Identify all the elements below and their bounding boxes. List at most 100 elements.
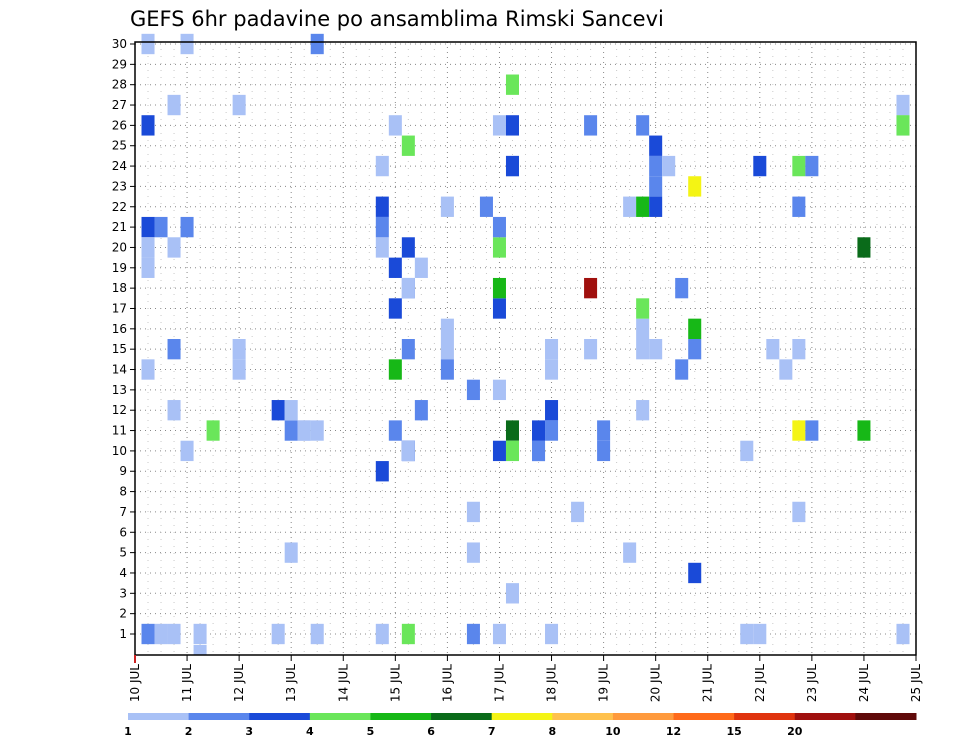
heatmap-cell — [375, 155, 389, 177]
y-tick-label: 13 — [112, 383, 127, 397]
heatmap-cell — [492, 623, 506, 645]
heatmap-cell — [649, 135, 663, 156]
y-tick-label: 16 — [112, 322, 127, 336]
heatmap-cell — [388, 420, 402, 441]
heatmap-cell — [271, 400, 285, 421]
heatmap-cell — [636, 196, 650, 217]
colorbar-label: 10 — [605, 725, 621, 738]
heatmap-cell — [167, 339, 181, 360]
heatmap-cell — [167, 94, 181, 116]
colorbar-swatch — [552, 713, 614, 720]
heatmap-cell — [375, 461, 389, 482]
heatmap-cell — [388, 115, 402, 136]
heatmap-cell — [688, 339, 702, 360]
heatmap-cell — [492, 216, 506, 238]
y-tick-label: 28 — [112, 78, 127, 92]
heatmap-cell — [401, 623, 415, 645]
heatmap-cell — [492, 115, 506, 136]
colorbar-label: 3 — [245, 725, 253, 738]
x-tick-label: 22 JUL — [753, 664, 767, 702]
heatmap-cell — [388, 257, 402, 278]
y-tick-label: 5 — [119, 546, 127, 560]
y-tick-label: 1 — [119, 627, 127, 641]
colorbar-swatch — [309, 713, 371, 720]
heatmap-cell — [310, 623, 324, 645]
heatmap-cell — [271, 623, 285, 645]
heatmap-cell — [401, 277, 415, 299]
heatmap-cell — [896, 115, 910, 136]
heatmap-cell — [193, 645, 207, 655]
y-tick-label: 23 — [112, 179, 127, 193]
heatmap-cell — [479, 196, 493, 217]
heatmap-cell — [896, 94, 910, 116]
heatmap-cell — [167, 400, 181, 421]
y-tick-label: 14 — [112, 363, 127, 377]
heatmap-cell — [545, 623, 559, 645]
heatmap-cell — [310, 33, 324, 55]
colorbar-label: 20 — [787, 725, 803, 738]
y-axis-ticks: 1234567891011121314151617181920212223242… — [112, 37, 135, 641]
heatmap-cell — [206, 420, 220, 441]
heatmap-cell — [896, 623, 910, 645]
heatmap-cell — [375, 216, 389, 238]
heatmap-cell — [414, 400, 428, 421]
heatmap-cell — [154, 623, 168, 645]
colorbar-swatch — [734, 713, 796, 720]
colorbar-swatch — [249, 713, 311, 720]
heatmap-cell — [505, 440, 519, 462]
heatmap-cell — [232, 359, 246, 380]
heatmap-cell — [180, 440, 194, 462]
heatmap-cell — [297, 420, 311, 441]
colorbar-swatch — [188, 713, 250, 720]
heatmap-cell — [141, 623, 155, 645]
heatmap-cell — [753, 623, 767, 645]
heatmap-cell — [414, 257, 428, 278]
heatmap-cell — [649, 155, 663, 177]
heatmap-cell — [167, 623, 181, 645]
heatmap-cell — [505, 583, 519, 604]
colorbar-swatch — [612, 713, 675, 720]
heatmap-cell — [141, 359, 155, 380]
x-tick-label: 21 JUL — [701, 664, 715, 702]
heatmap-cell — [792, 155, 806, 177]
heatmap-cell — [792, 196, 806, 217]
x-tick-label: 19 JUL — [597, 664, 611, 702]
colorbar-swatch — [794, 713, 856, 720]
heatmap-cell — [545, 339, 559, 360]
y-tick-label: 8 — [119, 485, 127, 499]
x-tick-label: 16 JUL — [440, 664, 454, 702]
y-tick-label: 12 — [112, 403, 127, 417]
colorbar-label: 2 — [185, 725, 193, 738]
heatmap-cell — [232, 339, 246, 360]
y-tick-label: 29 — [112, 57, 127, 71]
heatmap-cell — [636, 400, 650, 421]
heatmap-cell — [141, 216, 155, 238]
colorbar-swatch — [491, 713, 553, 720]
heatmap-cell — [440, 359, 454, 380]
heatmap-cell — [466, 542, 480, 563]
y-tick-label: 2 — [119, 607, 127, 621]
heatmap-cell — [440, 318, 454, 339]
heatmap-cell — [636, 339, 650, 360]
heatmap-cell — [805, 155, 819, 177]
heatmap-cell — [636, 318, 650, 339]
heatmap-cell — [584, 339, 598, 360]
heatmap-cell — [232, 94, 246, 116]
heatmap-cell — [623, 196, 637, 217]
x-tick-label: 25 JUL — [909, 664, 923, 702]
heatmap-cell — [597, 420, 611, 441]
colorbar-label: 12 — [666, 725, 681, 738]
heatmap-cell — [805, 420, 819, 441]
chart-title: GEFS 6hr padavine po ansamblima Rimski S… — [130, 7, 664, 31]
heatmap-cell — [636, 115, 650, 136]
colorbar-swatch — [855, 713, 917, 720]
heatmap-cell — [792, 339, 806, 360]
heatmap-cell — [401, 237, 415, 258]
colorbar-swatch — [431, 713, 493, 720]
heatmap-cells — [141, 33, 910, 655]
heatmap-cell — [141, 257, 155, 278]
heatmap-cell — [466, 501, 480, 523]
colorbar-swatch — [370, 713, 432, 720]
heatmap-cell — [505, 420, 519, 441]
heatmap-cell — [649, 176, 663, 197]
